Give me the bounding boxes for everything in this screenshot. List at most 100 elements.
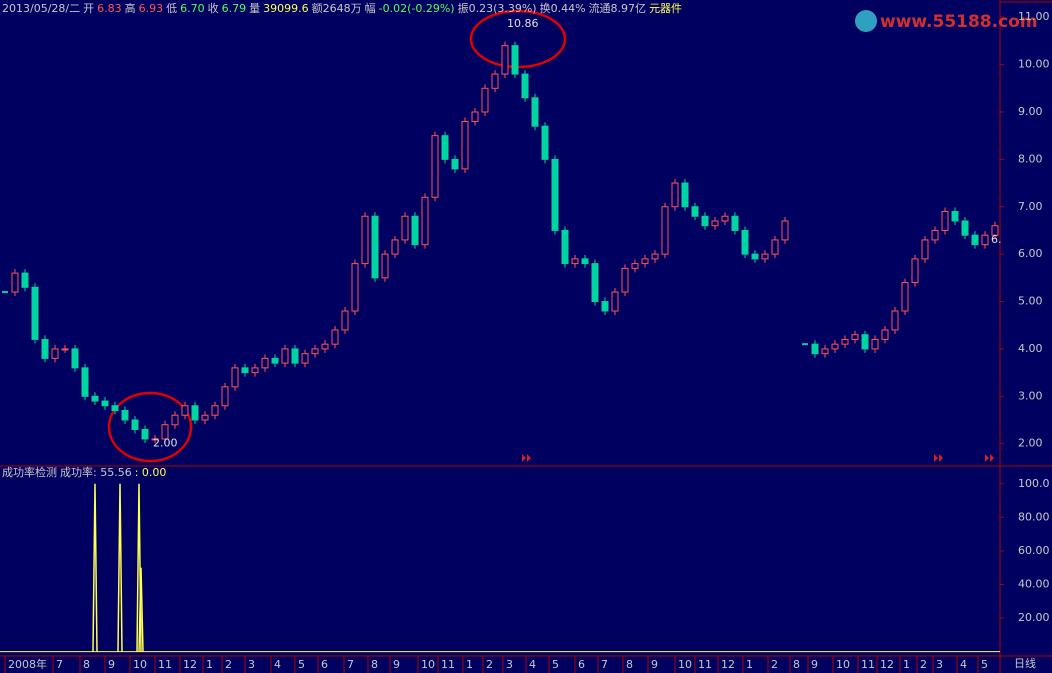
candle	[101, 400, 109, 407]
spike	[92, 483, 98, 652]
candle	[241, 367, 249, 374]
x-tick-label: 8	[793, 658, 800, 671]
candle	[411, 215, 419, 246]
candle	[871, 338, 879, 350]
candle	[731, 215, 739, 231]
candle	[311, 348, 319, 355]
y-tick-label: 40.00	[1018, 577, 1050, 590]
annotation: 6.	[991, 233, 1002, 246]
header-text: -0.02(-0.29%)	[379, 2, 455, 15]
candle	[631, 263, 639, 269]
candle	[201, 414, 209, 421]
candle	[61, 348, 69, 351]
x-tick-label: 1	[466, 658, 473, 671]
x-tick-label: 12	[880, 658, 894, 671]
x-tick-label: 1	[746, 658, 753, 671]
x-tick-label: 6	[321, 658, 328, 671]
candle	[161, 424, 169, 440]
candle	[291, 348, 299, 364]
candle	[831, 343, 839, 350]
candle	[461, 120, 469, 170]
y-tick-label: 2.00	[1018, 437, 1043, 450]
header-text: : 0.00	[135, 466, 167, 479]
y-tick-label: 7.00	[1018, 200, 1043, 213]
y-tick-label: 4.00	[1018, 342, 1043, 355]
period-label: 日线	[1014, 656, 1036, 670]
x-tick-label: 9	[651, 658, 658, 671]
x-tick-label: 2	[486, 658, 493, 671]
candle	[921, 239, 929, 260]
header-text: 流通8.97亿	[589, 1, 647, 15]
x-tick-label: 5	[298, 658, 305, 671]
header-text: 成功率检测	[2, 465, 57, 479]
x-tick-label: 6	[578, 658, 585, 671]
y-tick-label: 20.00	[1018, 611, 1050, 624]
x-tick-label: 2	[920, 658, 927, 671]
x-tick-label: 5	[552, 658, 559, 671]
x-tick-label: 9	[108, 658, 115, 671]
candle	[371, 215, 379, 279]
x-tick-label: 11	[158, 658, 172, 671]
annotation: 2.00	[153, 437, 178, 450]
y-tick-label: 3.00	[1018, 389, 1043, 402]
header-text: 2013/05/28/二	[2, 2, 80, 15]
x-tick-label: 1	[903, 658, 910, 671]
candle	[541, 125, 549, 160]
x-tick-label: 8	[371, 658, 378, 671]
candle	[661, 206, 669, 255]
candle	[641, 258, 649, 265]
candle	[21, 272, 29, 288]
x-tick-label: 11	[698, 658, 712, 671]
x-tick-label: 7	[347, 658, 354, 671]
header-text: 开	[83, 2, 94, 15]
header-text: 6.93	[139, 2, 164, 15]
candle	[981, 234, 989, 246]
y-tick-label: 80.00	[1018, 510, 1050, 523]
x-tick-label: 3	[248, 658, 255, 671]
candle	[811, 343, 819, 355]
header-text: 6.79	[222, 2, 247, 15]
candle	[701, 215, 709, 227]
candle	[931, 229, 939, 241]
candle	[861, 334, 869, 350]
candle	[71, 348, 79, 369]
candle	[261, 357, 269, 369]
x-tick-label: 1	[206, 658, 213, 671]
candle	[281, 348, 289, 364]
candle	[881, 329, 889, 340]
candle	[381, 253, 389, 279]
candle	[131, 419, 139, 430]
candle	[301, 353, 309, 364]
header-text: 换0.44%	[540, 1, 586, 15]
candle	[521, 73, 529, 99]
candle	[331, 329, 339, 345]
x-tick-label: 5	[981, 658, 988, 671]
candle	[181, 405, 189, 416]
highlight-circle	[107, 391, 193, 463]
watermark: www.55188.com	[880, 12, 1038, 32]
candle	[851, 334, 859, 340]
candle	[841, 338, 849, 345]
candle	[721, 215, 729, 222]
candle	[781, 220, 789, 241]
candle	[401, 215, 409, 241]
x-tick-label: 9	[393, 658, 400, 671]
x-tick-label: 10	[421, 658, 435, 671]
candle	[431, 135, 439, 198]
candle	[711, 220, 719, 227]
candle	[271, 357, 279, 364]
candle	[651, 253, 659, 260]
candle	[11, 272, 19, 293]
y-tick-label: 11.00	[1018, 10, 1050, 23]
y-tick-label: 6.00	[1018, 247, 1043, 260]
candle	[221, 386, 229, 407]
candle	[91, 395, 99, 402]
candle	[121, 410, 129, 421]
candle	[321, 343, 329, 350]
candle	[951, 210, 959, 222]
candle	[751, 253, 759, 260]
candle	[351, 263, 359, 312]
